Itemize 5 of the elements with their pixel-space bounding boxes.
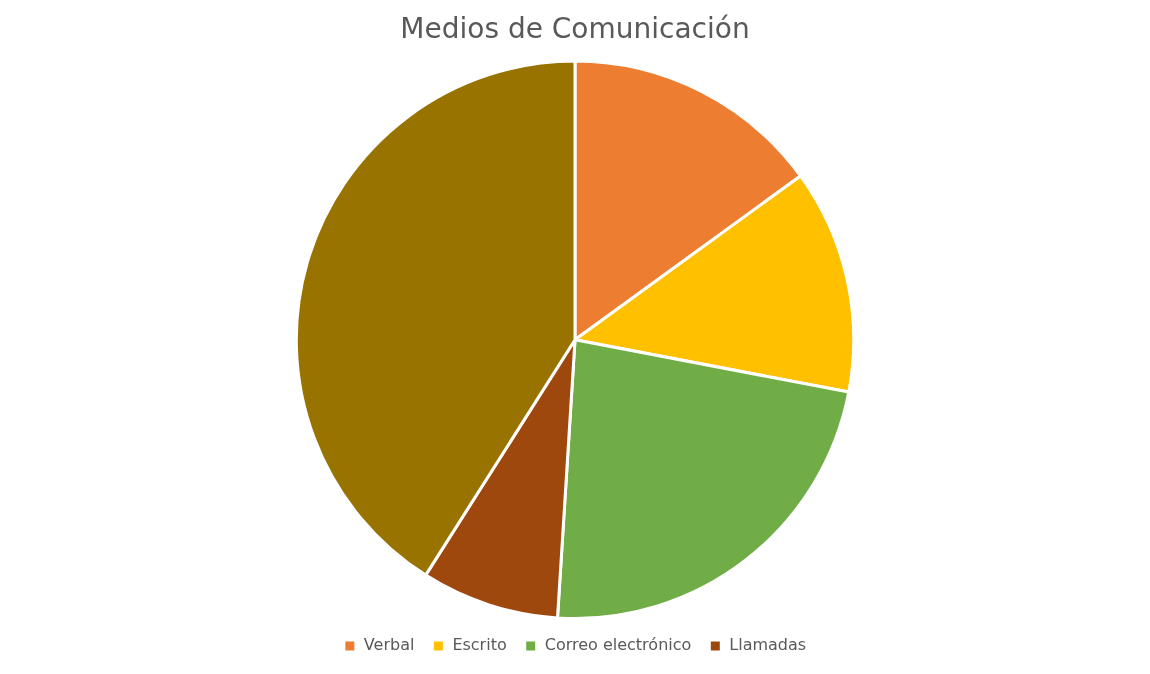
legend-label: Llamadas xyxy=(729,635,807,655)
legend-label: Correo electrónico xyxy=(544,635,692,655)
chart-title: Medios de Comunicación xyxy=(400,12,750,46)
legend-label: Verbal xyxy=(363,635,415,655)
legend-label: Escrito xyxy=(452,635,507,655)
